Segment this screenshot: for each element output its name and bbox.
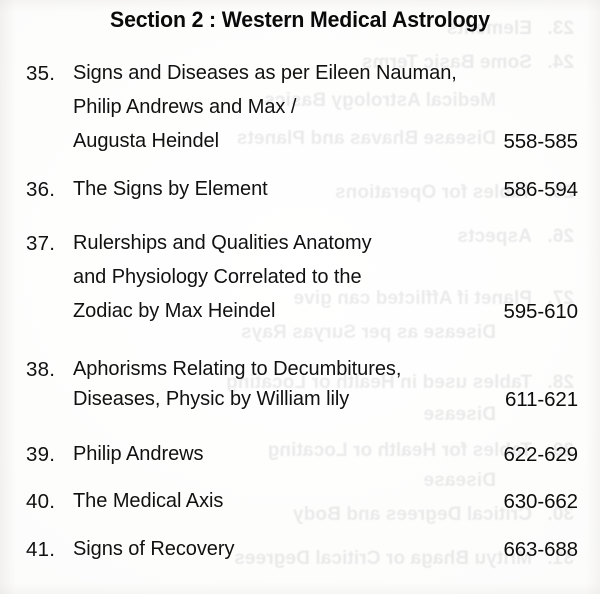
toc-entry-title: Signs of Recovery (73, 538, 235, 560)
toc-entry-title: Augusta Heindel (73, 130, 220, 152)
toc-entry-line: Diseases, Physic by William lily 611-621 (0, 388, 600, 418)
toc-entry-number: 40. (26, 490, 56, 513)
toc-entry-page-range: 586-594 (503, 178, 578, 201)
toc-entry-title: Zodiac by Max Heindel (73, 300, 276, 322)
toc-entry-line: 35. Signs and Diseases as per Eileen Naum… (0, 62, 600, 96)
toc-entry-title: Rulerships and Qualities Anatomy (73, 232, 372, 254)
toc-entry-page-range: 558-585 (503, 130, 578, 153)
section-title: Section 2 : Western Medical Astrology (110, 7, 490, 32)
toc-entry-page-range: 630-662 (503, 490, 578, 513)
toc-entry-number: 38. (26, 358, 56, 381)
toc-entry-number: 37. (26, 232, 56, 255)
toc-entry-page-range: 611-621 (504, 388, 578, 411)
toc-entry-page-range: 663-688 (503, 538, 578, 561)
toc-entry[interactable]: 41. Signs of Recovery 663-688 (0, 538, 600, 572)
toc-entry-line: 38. Aphorisms Relating to Decumbitures, (0, 358, 600, 388)
toc-entry[interactable]: 37. Rulerships and Qualities Anatomy and P… (0, 232, 600, 334)
toc-entry-title: Aphorisms Relating to Decumbitures, (73, 358, 402, 380)
toc-entry-title: Philip Andrews (73, 443, 204, 465)
toc-entry-line: 41. Signs of Recovery 663-688 (0, 538, 600, 572)
toc-entry-title: and Physiology Correlated to the (73, 266, 362, 288)
toc-entry-line: 37. Rulerships and Qualities Anatomy (0, 232, 600, 266)
toc-entry[interactable]: 40. The Medical Axis 630-662 (0, 490, 600, 524)
toc-entry-title: Philip Andrews and Max / (73, 96, 297, 118)
toc-entry-title: Diseases, Physic by William lily (73, 388, 350, 410)
toc-entry-line: 36. The Signs by Element 586-594 (0, 178, 600, 212)
toc-entry[interactable]: 35. Signs and Diseases as per Eileen Naum… (0, 62, 600, 164)
toc-entry-line: 40. The Medical Axis 630-662 (0, 490, 600, 524)
toc-entry[interactable]: 38. Aphorisms Relating to Decumbitures, Di… (0, 358, 600, 418)
toc-entry-page-range: 595-610 (503, 300, 578, 323)
toc-entry-title: The Signs by Element (73, 178, 268, 200)
toc-entry-number: 39. (26, 443, 56, 466)
toc-entry-number: 36. (26, 178, 56, 201)
toc-entry-number: 41. (26, 538, 56, 561)
toc-entry-line: Zodiac by Max Heindel 595-610 (0, 300, 600, 334)
toc-entry-number: 35. (26, 62, 56, 85)
toc-entry-line: Philip Andrews and Max / (0, 96, 600, 130)
toc-entry-line: 39. Philip Andrews 622-629 (0, 443, 600, 477)
toc-entry[interactable]: 39. Philip Andrews 622-629 (0, 443, 600, 477)
toc-entry-line: Augusta Heindel 558-585 (0, 130, 600, 164)
toc-entry-title: The Medical Axis (73, 490, 224, 512)
toc-entry-page-range: 622-629 (503, 443, 578, 466)
toc-entry-title: Signs and Diseases as per Eileen Nauman, (73, 62, 457, 84)
toc-entry-line: and Physiology Correlated to the (0, 266, 600, 300)
toc-entry[interactable]: 36. The Signs by Element 586-594 (0, 178, 600, 212)
